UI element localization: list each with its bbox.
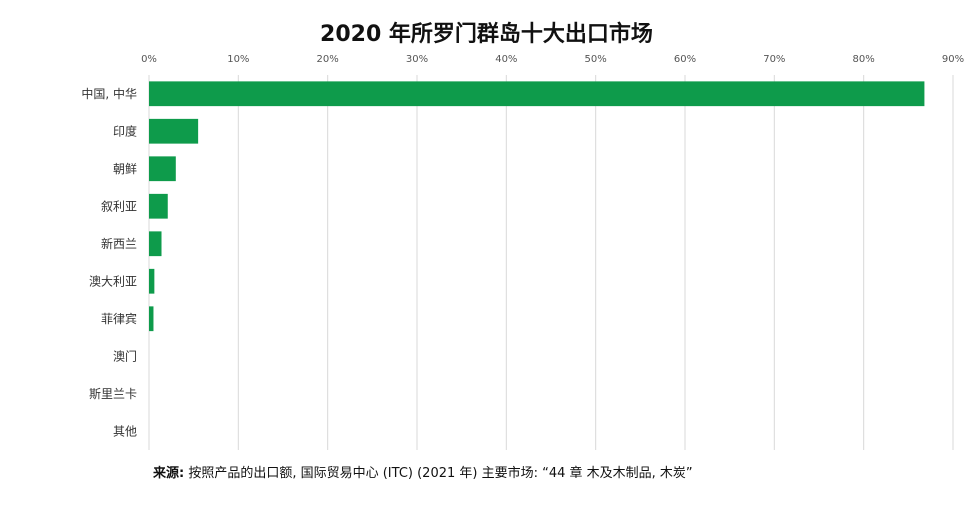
x-tick-label: 40% xyxy=(495,54,517,65)
x-tick-label: 0% xyxy=(141,54,157,65)
x-tick-label: 70% xyxy=(763,54,785,65)
category-label: 朝鲜 xyxy=(113,162,137,176)
x-tick-label: 60% xyxy=(674,54,696,65)
source-note: 来源: 按照产品的出口额, 国际贸易中心 (ITC) (2021 年) 主要市场… xyxy=(153,462,693,481)
bar xyxy=(149,81,925,107)
bar xyxy=(149,118,199,144)
bar xyxy=(149,268,155,294)
x-tick-label: 80% xyxy=(853,54,875,65)
bar xyxy=(149,156,176,182)
x-tick-label: 10% xyxy=(227,54,249,65)
category-label: 澳门 xyxy=(113,348,137,363)
x-tick-label: 20% xyxy=(317,54,339,65)
bar xyxy=(149,306,154,332)
category-label: 菲律宾 xyxy=(101,311,137,326)
category-label: 新西兰 xyxy=(101,236,137,251)
category-label: 其他 xyxy=(113,424,137,438)
chart-title: 2020 年所罗门群岛十大出口市场 xyxy=(320,22,653,47)
source-label: 来源: xyxy=(153,466,185,481)
category-label: 印度 xyxy=(113,123,137,138)
category-label: 叙利亚 xyxy=(101,199,137,213)
category-label: 中国, 中华 xyxy=(81,86,137,101)
source-text: 按照产品的出口额, 国际贸易中心 (ITC) (2021 年) 主要市场: “4… xyxy=(184,466,693,481)
x-tick-label: 30% xyxy=(406,54,428,65)
bar xyxy=(149,231,162,257)
category-label: 斯里兰卡 xyxy=(89,387,137,401)
category-label: 澳大利亚 xyxy=(89,274,137,288)
x-tick-label: 50% xyxy=(585,54,607,65)
bar xyxy=(149,193,168,219)
x-tick-label: 90% xyxy=(942,54,964,65)
